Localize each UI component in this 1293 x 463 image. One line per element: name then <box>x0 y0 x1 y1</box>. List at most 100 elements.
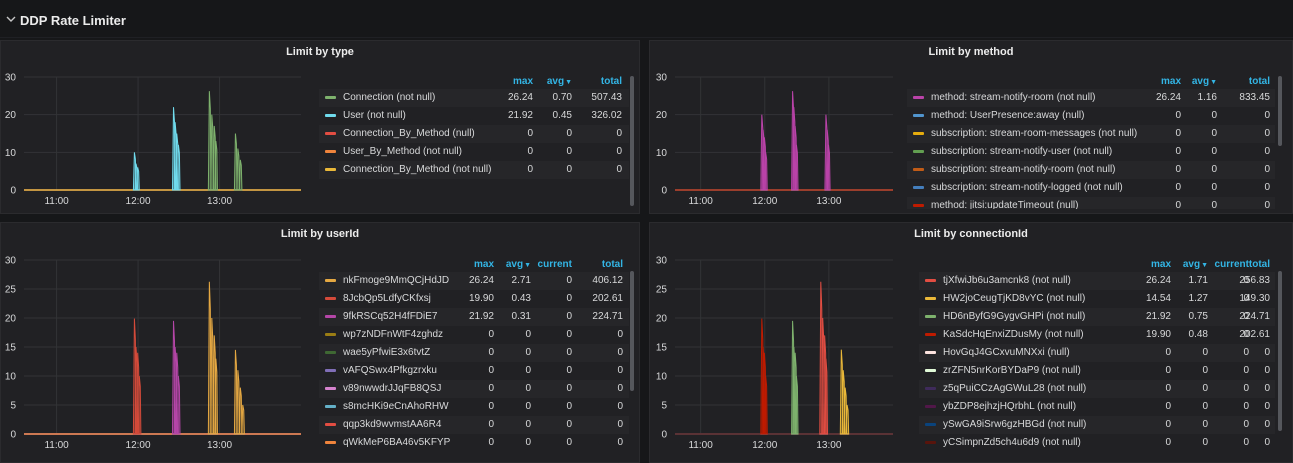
series-name[interactable]: User_By_Method (not null) <box>343 146 462 157</box>
series-color-swatch[interactable] <box>325 168 336 171</box>
legend-row[interactable]: qqp3kd9wvmstAA6R4 0 0 0 0 <box>319 416 629 434</box>
legend-row[interactable]: qWkMeP6BA46v5KFYP 0 0 0 0 <box>319 434 629 452</box>
series-name[interactable]: vAFQSwx4Pfkgzrxku <box>343 365 437 376</box>
series-name[interactable]: nkFmoge9MmQCjHdJD <box>343 275 450 286</box>
legend-row[interactable]: subscription: stream-notify-logged (not … <box>907 179 1275 197</box>
data-spike[interactable] <box>207 91 212 191</box>
series-name[interactable]: wp7zNDFnWtF4zghdz <box>343 329 444 340</box>
legend-row[interactable]: subscription: stream-notify-room (not nu… <box>907 161 1275 179</box>
data-spike[interactable] <box>794 144 799 191</box>
legend-row[interactable]: vAFQSwx4Pfkgzrxku 0 0 0 0 <box>319 362 629 380</box>
series-color-swatch[interactable] <box>925 423 936 426</box>
legend-header-avg[interactable]: avg▼ <box>1183 259 1208 270</box>
series-color-swatch[interactable] <box>325 333 336 336</box>
series-name[interactable]: subscription: stream-notify-user (not nu… <box>931 146 1113 157</box>
series-name[interactable]: method: stream-notify-room (not null) <box>931 92 1096 103</box>
series-color-swatch[interactable] <box>325 405 336 408</box>
data-spike[interactable] <box>233 349 238 435</box>
series-name[interactable]: method: jitsi:updateTimeout (null) <box>931 200 1079 209</box>
series-color-swatch[interactable] <box>925 297 936 300</box>
legend-row[interactable]: yCSimpnZd5ch4u6d9 (not null) 0 0 0 0 <box>919 434 1275 452</box>
legend-header-avg[interactable]: avg▼ <box>547 76 572 87</box>
graph-area[interactable]: 0 10 20 30 11:00 12:00 13:00 <box>1 41 640 214</box>
data-spike[interactable] <box>764 152 768 191</box>
data-spike[interactable] <box>214 140 218 191</box>
legend-row[interactable]: ybZDP8ejhzjHQrbhL (not null) 0 0 0 0 <box>919 398 1275 416</box>
data-spike[interactable] <box>233 133 238 191</box>
data-spike[interactable] <box>824 358 829 435</box>
series-name[interactable]: qWkMeP6BA46v5KFYP <box>343 437 451 448</box>
legend-row[interactable]: method: jitsi:updateTimeout (null) 0 0 0 <box>907 197 1275 209</box>
series-color-swatch[interactable] <box>325 387 336 390</box>
series-color-swatch[interactable] <box>325 279 336 282</box>
series-color-swatch[interactable] <box>925 315 936 318</box>
series-color-swatch[interactable] <box>325 315 336 318</box>
panel-title[interactable]: Limit by userId <box>280 228 360 240</box>
series-name[interactable]: tjXfwiJb6u3amcnk8 (not null) <box>943 275 1071 286</box>
panel-title[interactable]: Limit by method <box>928 46 1014 58</box>
series-color-swatch[interactable] <box>913 114 924 117</box>
series-color-swatch[interactable] <box>925 387 936 390</box>
legend-header-max[interactable]: max <box>474 259 494 270</box>
series-color-swatch[interactable] <box>325 441 336 444</box>
legend-row[interactable]: HovGqJ4GCxvuMNXxi (null) 0 0 0 0 <box>919 344 1275 362</box>
series-color-swatch[interactable] <box>325 114 336 117</box>
series-name[interactable]: yCSimpnZd5ch4u6d9 (not null) <box>943 437 1081 448</box>
series-color-swatch[interactable] <box>925 441 936 444</box>
series-color-swatch[interactable] <box>925 333 936 336</box>
legend-row[interactable]: User_By_Method (not null) 0 0 0 <box>319 143 629 161</box>
legend-row[interactable]: Connection_By_Method (null) 0 0 0 <box>319 125 629 143</box>
series-color-swatch[interactable] <box>325 369 336 372</box>
legend-row[interactable]: 9fkRSCq52H4fFDiE7 21.92 0.31 0 224.71 <box>319 308 629 326</box>
series-color-swatch[interactable] <box>325 297 336 300</box>
data-spike[interactable] <box>176 375 181 435</box>
legend-row[interactable]: v89nwwdrJJqFB8QSJ 0 0 0 0 <box>319 380 629 398</box>
series-name[interactable]: HW2joCeugTjKD8vYC (not null) <box>943 293 1086 304</box>
series-color-swatch[interactable] <box>325 96 336 99</box>
series-name[interactable]: z5qPuiCCzAgGWuL28 (not null) <box>943 383 1087 394</box>
data-spike[interactable] <box>764 375 768 435</box>
series-name[interactable]: 9fkRSCq52H4fFDiE7 <box>343 311 438 322</box>
legend-header-max[interactable]: max <box>1151 259 1171 270</box>
data-spike[interactable] <box>826 144 831 191</box>
series-name[interactable]: subscription: stream-notify-room (not nu… <box>931 164 1116 175</box>
legend-row[interactable]: wae5yPfwiE3x6tvtZ 0 0 0 0 <box>319 344 629 362</box>
legend-row[interactable]: z5qPuiCCzAgGWuL28 (not null) 0 0 0 0 <box>919 380 1275 398</box>
data-spike[interactable] <box>136 167 140 191</box>
legend-row[interactable]: wp7zNDFnWtF4zghdz 0 0 0 0 <box>319 326 629 344</box>
data-spike[interactable] <box>236 370 240 435</box>
legend-row[interactable]: s8mcHKi9eCnAhoRHW 0 0 0 0 <box>319 398 629 416</box>
data-spike[interactable] <box>207 281 212 435</box>
data-spike[interactable] <box>210 317 214 435</box>
data-spike[interactable] <box>137 375 142 435</box>
series-name[interactable]: subscription: stream-notify-logged (not … <box>931 182 1123 193</box>
data-spike[interactable] <box>241 404 245 435</box>
legend-row[interactable]: subscription: stream-notify-user (not nu… <box>907 143 1275 161</box>
series-name[interactable]: zrZFN5nrKorBYDaP9 (not null) <box>943 365 1081 376</box>
row-title[interactable]: DDP Rate Limiter <box>20 13 126 28</box>
legend-header-total[interactable]: total <box>601 76 622 87</box>
graph-area[interactable]: 0 5 10 15 20 25 30 11:00 12:00 13:00 <box>650 223 1293 463</box>
legend-scrollbar[interactable] <box>630 271 634 391</box>
series-name[interactable]: HD6nByfG9GygvGHPi (not null) <box>943 311 1086 322</box>
graph-area[interactable]: 0 5 10 15 20 25 30 11:00 12:00 13:00 <box>1 223 640 463</box>
series-name[interactable]: subscription: stream-room-messages (not … <box>931 128 1138 139</box>
legend-header-avg[interactable]: avg▼ <box>506 259 531 270</box>
legend-header-max[interactable]: max <box>513 76 533 87</box>
data-spike[interactable] <box>214 358 218 435</box>
series-color-swatch[interactable] <box>913 150 924 153</box>
data-spike[interactable] <box>236 148 240 191</box>
series-name[interactable]: wae5yPfwiE3x6tvtZ <box>343 347 431 358</box>
series-name[interactable]: v89nwwdrJJqFB8QSJ <box>343 383 442 394</box>
series-name[interactable]: method: UserPresence:away (null) <box>931 110 1085 121</box>
data-spike[interactable] <box>845 404 850 435</box>
series-name[interactable]: KaSdcHqEnxiZDusMy (not null) <box>943 329 1084 340</box>
series-color-swatch[interactable] <box>925 369 936 372</box>
legend-row[interactable]: ySwGA9iSrw6gzHBGd (not null) 0 0 0 0 <box>919 416 1275 434</box>
graph-area[interactable]: 0 10 20 30 11:00 12:00 13:00 <box>650 41 1293 214</box>
legend-row[interactable]: method: UserPresence:away (null) 0 0 0 <box>907 107 1275 125</box>
legend-header-current[interactable]: current <box>1215 259 1249 270</box>
series-color-swatch[interactable] <box>325 150 336 153</box>
series-name[interactable]: ybZDP8ejhzjHQrbhL (not null) <box>943 401 1077 412</box>
legend-header-current[interactable]: current <box>538 259 572 270</box>
